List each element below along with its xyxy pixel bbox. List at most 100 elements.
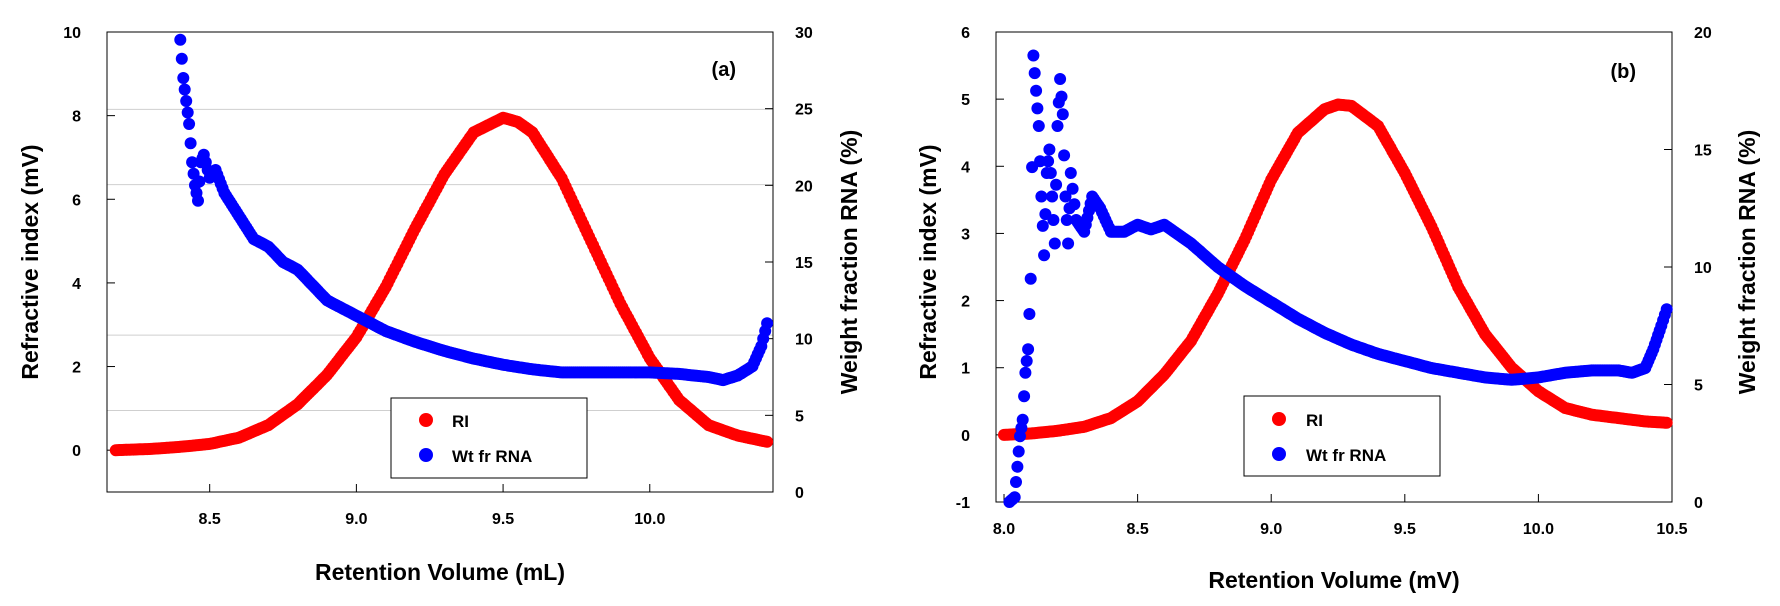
y-tick-label: 2 (961, 294, 970, 311)
y2-tick-label: 10 (795, 332, 813, 349)
x-tick-label: 9.5 (492, 511, 514, 528)
x-tick-label: 9.5 (1394, 521, 1416, 538)
y2-tick-label: 0 (1694, 495, 1703, 512)
legend-marker-ri-a (419, 413, 433, 427)
legend-label-rna-b: Wt fr RNA (1306, 446, 1386, 465)
data-point (181, 106, 194, 119)
data-point (1008, 491, 1021, 504)
data-point (1056, 108, 1069, 121)
x-tick-label: 9.0 (345, 511, 367, 528)
data-point (1011, 460, 1024, 473)
legend-label-ri-a: RI (452, 412, 469, 431)
x-tick-label: 9.0 (1260, 521, 1282, 538)
data-point (1031, 102, 1044, 115)
y-tick-label: 4 (72, 276, 81, 293)
legend-b: RI Wt fr RNA (1243, 395, 1441, 477)
x-tick-label: 8.5 (199, 511, 221, 528)
data-point (1027, 49, 1040, 62)
x-tick-label: 10.0 (634, 511, 665, 528)
data-point (1051, 120, 1064, 132)
legend-a: RI Wt fr RNA (390, 397, 588, 479)
data-point (1064, 167, 1077, 179)
data-point (1022, 343, 1035, 356)
data-marks-a (109, 33, 774, 457)
data-point (174, 33, 187, 46)
series-ri-b (998, 98, 1673, 441)
y-axis-label-a: Refractive index (mV) (17, 144, 43, 379)
x-axis-label-b: Retention Volume (mV) (1208, 567, 1459, 593)
data-point (1035, 190, 1048, 203)
legend-marker-ri-b (1272, 412, 1286, 426)
data-point (1055, 90, 1068, 103)
y-tick-label: 0 (961, 428, 970, 445)
data-point (1054, 73, 1067, 85)
data-point (186, 156, 199, 169)
data-point (1046, 190, 1059, 203)
x-axis-label-a: Retention Volume (mL) (315, 559, 565, 585)
data-point (177, 72, 190, 84)
y-tick-label: 4 (961, 159, 970, 176)
legend-box-b (1243, 395, 1441, 477)
y2-tick-label: 10 (1694, 260, 1712, 277)
chart-panel-a: 8.5 9.0 9.5 10.0 0 2 4 6 8 10 0 5 10 15 20 25 30 Retenti… (17, 25, 862, 585)
data-point (1043, 143, 1056, 156)
data-point (1023, 308, 1036, 320)
y2-tick-label: 20 (795, 178, 813, 195)
data-point (193, 175, 206, 188)
series-wt-fr-rna-b (1003, 49, 1673, 508)
data-point (184, 137, 197, 150)
data-point (1066, 182, 1079, 195)
data-point (1020, 355, 1033, 367)
y2-tick-label: 5 (1694, 378, 1703, 395)
y-tick-label: 10 (63, 25, 81, 42)
data-point (1048, 237, 1061, 250)
data-point (1019, 366, 1032, 379)
legend-box-a (390, 397, 588, 479)
x-tick-label: 10.5 (1656, 521, 1687, 538)
ticks-b: 8.0 8.5 9.0 9.5 10.0 10.5 -1 0 1 2 3 4 5 6 0 5 10 15 20 (956, 25, 1712, 538)
data-point (1058, 149, 1071, 162)
y-tick-label: 1 (961, 361, 970, 378)
data-point (1044, 167, 1057, 179)
data-point (1016, 413, 1029, 426)
y2-tick-label: 0 (795, 485, 804, 502)
panel-label-b: (b) (1610, 61, 1636, 83)
x-tick-label: 10.0 (1523, 521, 1554, 538)
chart-panel-b: 8.0 8.5 9.0 9.5 10.0 10.5 -1 0 1 2 3 4 5 6 0 5 10 15 20 Re… (915, 25, 1760, 593)
y-tick-label: 5 (961, 92, 970, 109)
data-point (1012, 445, 1025, 458)
y-tick-label: 8 (72, 109, 81, 126)
data-marks-b (998, 49, 1673, 508)
data-point (1042, 155, 1055, 168)
y-tick-label: 2 (72, 360, 81, 377)
x-tick-label: 8.5 (1126, 521, 1148, 538)
data-point (1018, 390, 1031, 403)
legend-label-rna-a: Wt fr RNA (452, 447, 532, 466)
legend-marker-rna-b (1272, 447, 1286, 461)
data-point (1032, 120, 1045, 132)
data-point (761, 317, 774, 330)
y2-tick-label: 20 (1694, 25, 1712, 42)
data-point (1047, 214, 1060, 226)
data-point (1068, 198, 1081, 211)
y-tick-label: 0 (72, 443, 81, 460)
data-point (175, 52, 188, 65)
panel-label-a: (a) (712, 59, 736, 81)
y2-tick-label: 25 (795, 102, 813, 119)
y-tick-label: 3 (961, 226, 970, 243)
y2-axis-label-b: Weight fraction RNA (%) (1734, 130, 1760, 395)
data-point (1050, 178, 1063, 191)
y2-tick-label: 15 (1694, 143, 1712, 160)
ticks-a: 8.5 9.0 9.5 10.0 0 2 4 6 8 10 0 5 10 15 20 25 30 (63, 25, 813, 528)
legend-label-ri-b: RI (1306, 411, 1323, 430)
data-point (1036, 219, 1049, 232)
data-point (761, 435, 774, 448)
y-axis-label-b: Refractive index (mV) (915, 144, 941, 379)
y2-tick-label: 15 (795, 255, 813, 272)
data-point (192, 194, 204, 207)
data-point (1062, 237, 1075, 250)
data-point (1028, 67, 1041, 80)
data-point (178, 83, 191, 96)
data-point (180, 95, 193, 107)
